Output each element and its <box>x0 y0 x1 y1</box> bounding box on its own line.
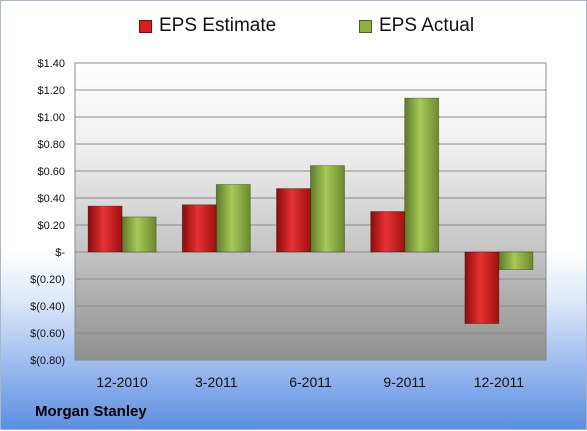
x-tick-label: 9-2011 <box>383 374 426 390</box>
bar-eps-actual <box>310 165 345 253</box>
legend-swatch-actual <box>359 19 372 33</box>
bar-eps-actual <box>215 184 251 253</box>
y-tick-label: $- <box>55 247 65 259</box>
y-tick-label: $(0.40) <box>30 301 65 313</box>
x-tick-label: 12-2011 <box>474 374 525 390</box>
y-tick-label: $(0.60) <box>30 328 65 340</box>
bar-eps-estimate <box>87 205 123 253</box>
bar-eps-actual <box>404 97 440 253</box>
y-tick-label: $0.20 <box>37 220 65 232</box>
y-tick-label: $0.40 <box>37 193 65 205</box>
bar-eps-estimate <box>276 188 311 253</box>
y-tick-label: $(0.20) <box>30 274 65 286</box>
x-tick-label: 6-2011 <box>289 374 332 390</box>
x-tick-label: 12-2010 <box>96 374 148 390</box>
legend-item-actual: EPS Actual <box>359 15 474 37</box>
bar-eps-actual <box>121 216 157 253</box>
bar-eps-estimate <box>464 251 500 324</box>
legend-label-estimate: EPS Estimate <box>159 15 277 36</box>
company-label: Morgan Stanley <box>35 403 147 420</box>
y-tick-label: $0.60 <box>37 166 65 178</box>
bar-eps-actual <box>498 251 534 270</box>
legend-label-actual: EPS Actual <box>379 15 475 36</box>
y-tick-label: $1.20 <box>37 85 65 97</box>
y-tick-label: $0.80 <box>37 139 65 151</box>
legend: EPS Estimate EPS Actual <box>1 15 587 41</box>
bar-eps-estimate <box>181 204 217 253</box>
bar-eps-estimate <box>370 211 406 253</box>
y-tick-label: $1.00 <box>37 112 65 124</box>
y-tick-label: $(0.80) <box>30 355 65 367</box>
x-tick-label: 3-2011 <box>195 374 238 390</box>
legend-swatch-estimate <box>139 19 152 33</box>
legend-item-estimate: EPS Estimate <box>139 15 276 37</box>
y-tick-label: $1.40 <box>37 58 65 70</box>
